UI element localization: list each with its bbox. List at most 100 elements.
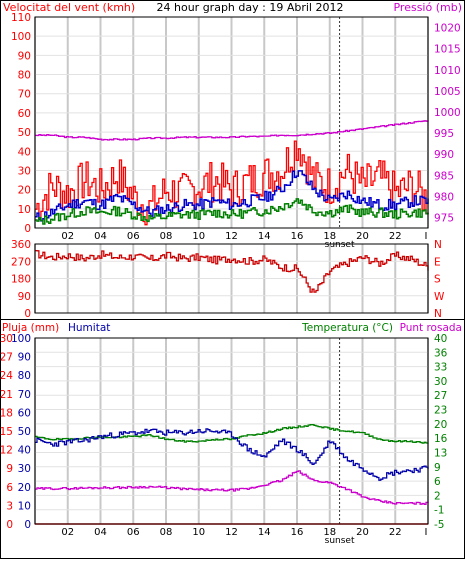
wind-xtick-14: 14: [258, 231, 271, 242]
pressure-ytick-1: 980: [434, 191, 454, 203]
humidity-ytick-6: 60: [18, 407, 31, 419]
temperature-ytick-0: -5: [434, 519, 444, 531]
humidity-ytick-8: 80: [18, 370, 31, 382]
humidity-ytick-9: 90: [18, 352, 31, 364]
wind-ytick-4: 40: [18, 146, 31, 158]
wind-ytick-9: 90: [18, 50, 31, 62]
temperature-ytick-12: 36: [434, 347, 448, 359]
dir-compass-ytick-4: N: [434, 239, 442, 251]
temperature-ytick-5: 13: [434, 447, 447, 459]
wind-panel-frame: [34, 16, 429, 229]
wind-xtick-end: I: [425, 231, 428, 242]
pressure-ytick-5: 1000: [434, 107, 461, 119]
rain-ytick-5: 15: [0, 426, 13, 438]
rain-ytick-4: 12: [0, 445, 13, 457]
wind-ytick-6: 60: [18, 108, 31, 120]
wind-ytick-8: 80: [18, 70, 31, 82]
wind-xtick-22: 22: [389, 231, 402, 242]
humidity-line: [35, 428, 429, 481]
dewpoint-line: [35, 470, 429, 505]
pressure-line: [35, 120, 429, 141]
rain-ytick-0: 0: [6, 519, 13, 531]
humidity-ytick-2: 20: [18, 482, 31, 494]
temp-xtick-08: 08: [160, 527, 173, 538]
wind-ytick-1: 10: [18, 204, 31, 216]
pressure-ytick-9: 1020: [434, 23, 461, 35]
pressure-axis-label: Pressió (mb): [393, 1, 462, 14]
wind-ytick-11: 110: [11, 12, 31, 24]
wind-ytick-10: 100: [11, 31, 31, 43]
dewpoint-axis-label: Punt rosada: [400, 322, 462, 334]
temperature-ytick-3: 6: [434, 476, 441, 488]
direction-panel-frame: [34, 243, 429, 314]
pressure-ytick-0: 975: [434, 212, 454, 224]
pressure-ytick-2: 985: [434, 170, 454, 182]
wind-xtick-06: 06: [127, 231, 140, 242]
wind-sunset-label: sunset: [325, 240, 355, 250]
temp-xtick-16: 16: [291, 527, 304, 538]
temp-xtick-04: 04: [94, 527, 107, 538]
chart-title: 24 hour graph day : 19 Abril 2012: [157, 1, 344, 14]
dir-ytick-4: 360: [11, 239, 31, 251]
rain-ytick-1: 3: [6, 500, 13, 512]
wind-ytick-3: 30: [18, 165, 31, 177]
wind-xtick-10: 10: [192, 231, 205, 242]
temperature-ytick-7: 20: [434, 419, 447, 431]
dir-ytick-2: 180: [11, 274, 31, 286]
humidity-ytick-0: 0: [24, 519, 31, 531]
dir-compass-ytick-3: E: [434, 256, 441, 268]
temp-xtick-18: 18: [323, 527, 336, 538]
wind-xtick-04: 04: [94, 231, 107, 242]
temp-xtick-02: 02: [61, 527, 74, 538]
rain-ytick-3: 9: [6, 463, 13, 475]
wind-xtick-02: 02: [61, 231, 74, 242]
rain-ytick-9: 27: [0, 352, 13, 364]
temp-xtick-22: 22: [389, 527, 402, 538]
wind-ytick-7: 70: [18, 89, 31, 101]
dir-ytick-3: 270: [11, 256, 31, 268]
wind-low-line: [35, 198, 429, 225]
wind-xtick-16: 16: [291, 231, 304, 242]
temp-xtick-14: 14: [258, 527, 271, 538]
humidity-ytick-10: 100: [11, 333, 31, 345]
temperature-ytick-10: 30: [434, 376, 447, 388]
temp-sunset-label: sunset: [325, 536, 355, 546]
dir-compass-ytick-0: N: [434, 308, 442, 320]
dir-compass-ytick-2: S: [434, 274, 441, 286]
dir-compass-ytick-1: W: [434, 291, 445, 303]
wind-ytick-0: 0: [24, 223, 31, 235]
wind-axis-label: Velocitat del vent (kmh): [3, 1, 135, 14]
humidity-ytick-4: 40: [18, 445, 31, 457]
pressure-ytick-7: 1010: [434, 65, 461, 77]
humidity-ytick-3: 30: [18, 463, 31, 475]
wind-ytick-5: 50: [18, 127, 31, 139]
rain-ytick-8: 24: [0, 370, 13, 382]
rain-ytick-10: 30: [0, 333, 13, 345]
wind-direction-line: [35, 249, 429, 293]
humidity-ytick-5: 50: [18, 426, 31, 438]
temp-xtick-end: I: [425, 527, 428, 538]
wind-xtick-18: 18: [323, 231, 336, 242]
wind-ytick-2: 20: [18, 185, 31, 197]
wind-xtick-20: 20: [356, 231, 369, 242]
humidity-axis-label: Humitat: [68, 322, 110, 334]
wind-gust-line: [35, 140, 429, 226]
temperature-ytick-4: 9: [434, 462, 441, 474]
humidity-ytick-7: 70: [18, 389, 31, 401]
wind-average-line: [35, 170, 429, 222]
wind-xtick-08: 08: [160, 231, 173, 242]
temperature-ytick-13: 40: [434, 333, 447, 345]
temperature-ytick-8: 23: [434, 405, 447, 417]
rain-ytick-6: 18: [0, 407, 13, 419]
rain-ytick-2: 6: [6, 482, 13, 494]
rain-ytick-7: 21: [0, 389, 13, 401]
rain-axis-label: Pluja (mm): [2, 322, 59, 334]
dir-ytick-1: 90: [18, 291, 31, 303]
temp-xtick-20: 20: [356, 527, 369, 538]
temperature-axis-label: Temperatura (°C): [301, 322, 393, 334]
temperature-ytick-11: 33: [434, 362, 447, 374]
dir-ytick-0: 0: [24, 308, 31, 320]
temperature-ytick-9: 27: [434, 390, 447, 402]
